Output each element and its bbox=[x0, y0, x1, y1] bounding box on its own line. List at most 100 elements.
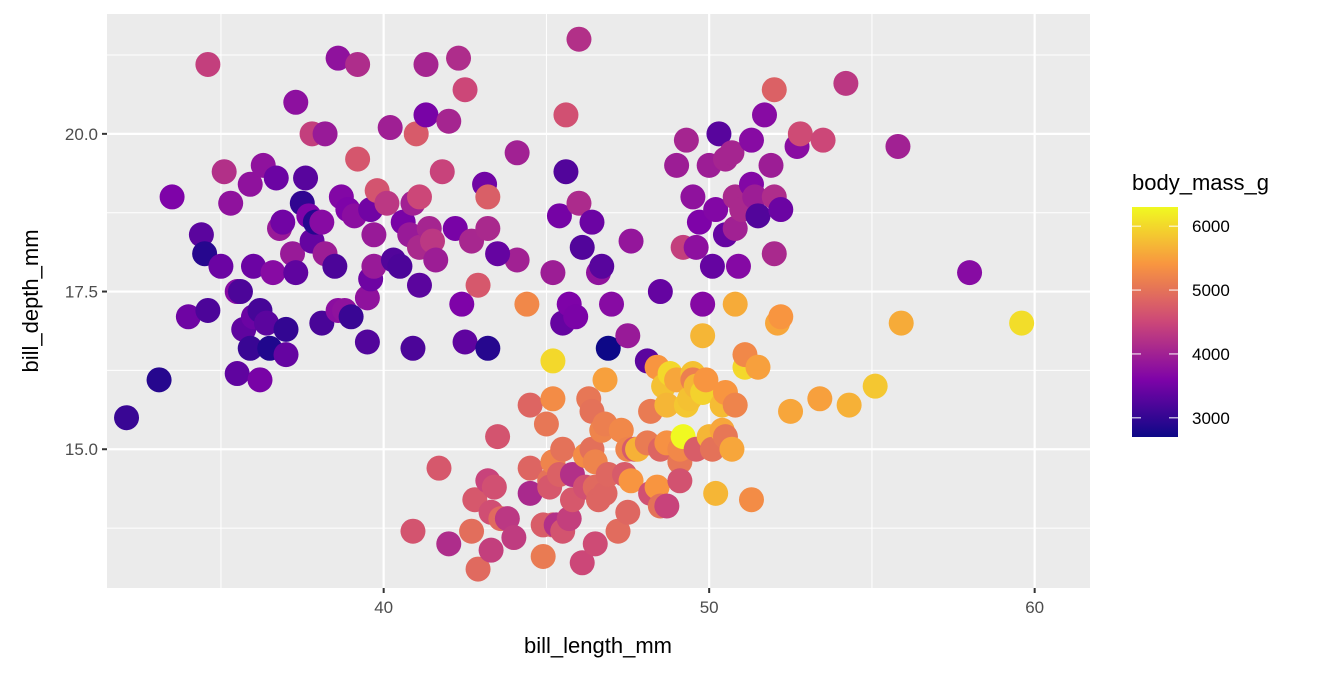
data-point bbox=[283, 260, 309, 286]
data-point bbox=[273, 342, 299, 368]
data-point bbox=[595, 335, 621, 361]
data-point bbox=[253, 310, 279, 336]
data-point bbox=[703, 480, 729, 506]
data-point bbox=[377, 115, 403, 141]
data-point bbox=[452, 77, 478, 103]
data-point bbox=[211, 159, 237, 185]
data-point bbox=[400, 518, 426, 544]
data-point bbox=[745, 354, 771, 380]
data-point bbox=[673, 127, 699, 153]
data-point bbox=[273, 316, 299, 342]
data-point bbox=[540, 386, 566, 412]
data-point bbox=[195, 51, 221, 77]
points-layer bbox=[114, 26, 1035, 582]
data-point bbox=[374, 190, 400, 216]
colorbar-ticks: 3000 4000 5000 6000 bbox=[1132, 217, 1230, 428]
data-point bbox=[738, 127, 764, 153]
data-point bbox=[664, 152, 690, 178]
data-point bbox=[338, 304, 364, 330]
data-point bbox=[436, 108, 462, 134]
data-point bbox=[862, 373, 888, 399]
data-point bbox=[553, 159, 579, 185]
data-point bbox=[530, 543, 556, 569]
data-point bbox=[426, 455, 452, 481]
data-point bbox=[654, 493, 680, 519]
data-point bbox=[725, 253, 751, 279]
data-point bbox=[406, 184, 432, 210]
data-point bbox=[618, 468, 644, 494]
data-point bbox=[618, 228, 644, 254]
data-point bbox=[693, 367, 719, 393]
legend-title: body_mass_g bbox=[1132, 170, 1269, 195]
data-point bbox=[345, 146, 371, 172]
data-point bbox=[690, 291, 716, 317]
data-point bbox=[208, 253, 234, 279]
data-point bbox=[227, 279, 253, 305]
data-point bbox=[836, 392, 862, 418]
data-point bbox=[280, 241, 306, 267]
data-point bbox=[752, 102, 778, 128]
x-tick-label: 60 bbox=[1025, 598, 1044, 617]
data-point bbox=[485, 241, 511, 267]
data-point bbox=[504, 247, 530, 273]
data-point bbox=[270, 209, 296, 235]
data-point bbox=[413, 102, 439, 128]
data-point bbox=[787, 121, 813, 147]
data-point bbox=[481, 474, 507, 500]
data-point bbox=[553, 102, 579, 128]
data-point bbox=[429, 159, 455, 185]
data-point bbox=[504, 140, 530, 166]
data-point bbox=[283, 89, 309, 115]
data-point bbox=[465, 272, 491, 298]
data-point bbox=[423, 247, 449, 273]
data-point bbox=[237, 335, 263, 361]
data-point bbox=[569, 550, 595, 576]
data-point bbox=[592, 480, 618, 506]
data-point bbox=[475, 335, 501, 361]
data-point bbox=[354, 285, 380, 311]
y-axis-title: bill_depth_mm bbox=[18, 229, 43, 372]
data-point bbox=[218, 190, 244, 216]
data-point bbox=[563, 304, 589, 330]
data-point bbox=[494, 506, 520, 532]
y-tick-label: 20.0 bbox=[65, 125, 98, 144]
data-point bbox=[114, 405, 140, 431]
data-point bbox=[758, 152, 784, 178]
data-point bbox=[312, 121, 338, 147]
data-point bbox=[615, 323, 641, 349]
data-point bbox=[778, 398, 804, 424]
data-point bbox=[436, 531, 462, 557]
data-point bbox=[615, 499, 641, 525]
colorbar-tick-label: 3000 bbox=[1192, 409, 1230, 428]
data-point bbox=[768, 304, 794, 330]
data-point bbox=[413, 51, 439, 77]
data-point bbox=[452, 329, 478, 355]
data-point bbox=[810, 127, 836, 153]
data-point bbox=[485, 424, 511, 450]
data-point bbox=[175, 304, 201, 330]
data-point bbox=[703, 197, 729, 223]
data-point bbox=[361, 222, 387, 248]
data-point bbox=[387, 253, 413, 279]
data-point bbox=[400, 335, 426, 361]
x-tick-label: 40 bbox=[374, 598, 393, 617]
data-point bbox=[768, 197, 794, 223]
data-point bbox=[599, 291, 625, 317]
data-point bbox=[188, 222, 214, 248]
data-point bbox=[957, 260, 983, 286]
data-point bbox=[540, 260, 566, 286]
data-point bbox=[807, 386, 833, 412]
data-point bbox=[475, 184, 501, 210]
data-point bbox=[540, 348, 566, 374]
data-point bbox=[361, 253, 387, 279]
data-point bbox=[722, 291, 748, 317]
data-point bbox=[260, 260, 286, 286]
data-point bbox=[263, 165, 289, 191]
data-point bbox=[719, 436, 745, 462]
data-point bbox=[706, 121, 732, 147]
colorbar bbox=[1132, 207, 1178, 437]
data-point bbox=[582, 531, 608, 557]
data-point bbox=[592, 367, 618, 393]
data-point bbox=[293, 165, 319, 191]
